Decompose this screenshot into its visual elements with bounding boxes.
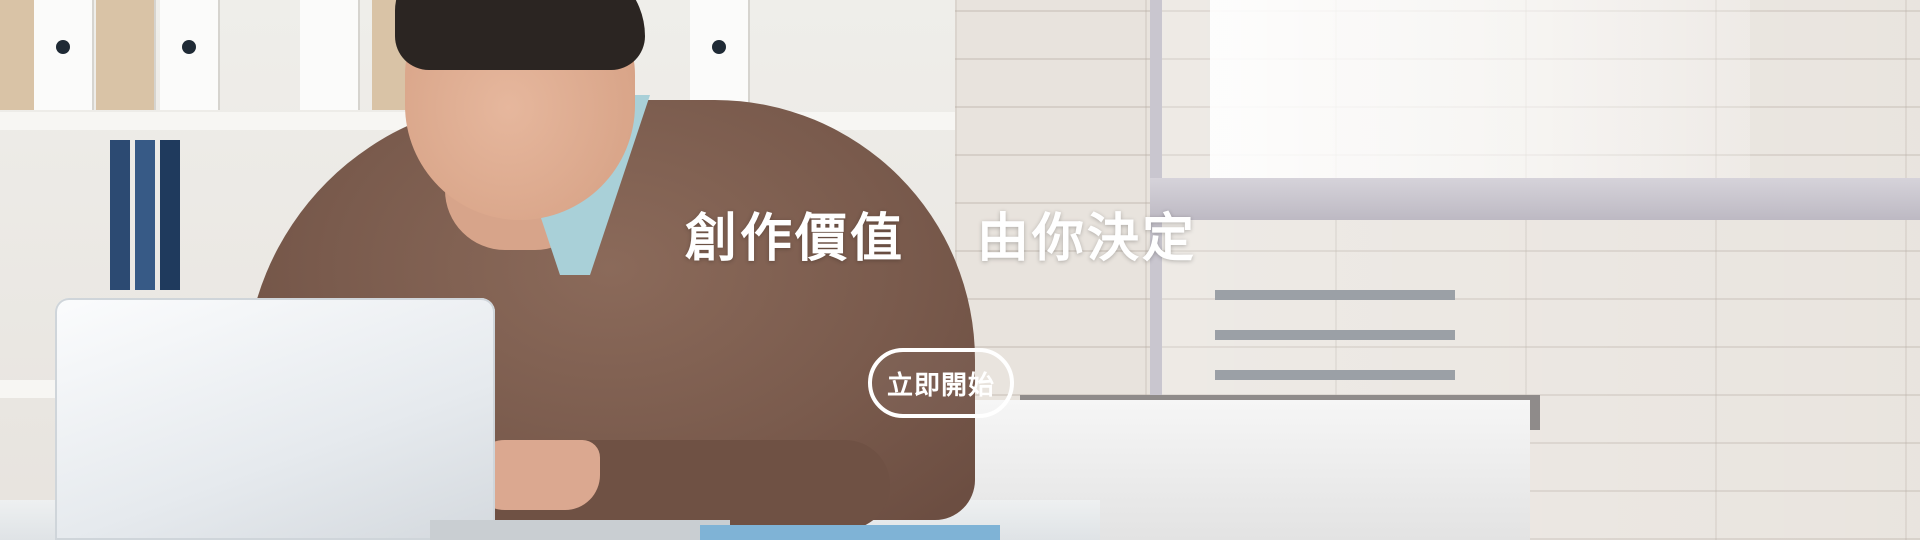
start-now-button[interactable]: 立即開始	[868, 348, 1014, 418]
hero-headline: 創作價值 由你決定	[685, 196, 1235, 271]
book	[160, 140, 180, 290]
headline-part-1: 創作價值	[685, 209, 906, 269]
binder	[96, 0, 156, 110]
binder	[300, 0, 360, 110]
binder	[34, 0, 94, 110]
glass-frame	[1150, 178, 1920, 220]
window-light	[1210, 0, 1750, 180]
book	[110, 140, 130, 290]
laptop-base	[430, 520, 730, 540]
person-hair	[395, 0, 645, 70]
headline-part-2: 由你決定	[977, 209, 1198, 269]
binder	[160, 0, 220, 110]
binder	[690, 0, 750, 110]
paper-tray	[1215, 330, 1455, 340]
paper-tray	[1215, 290, 1455, 300]
laptop	[55, 298, 495, 540]
notebook	[700, 525, 1000, 540]
book	[135, 140, 155, 290]
paper-tray	[1215, 370, 1455, 380]
